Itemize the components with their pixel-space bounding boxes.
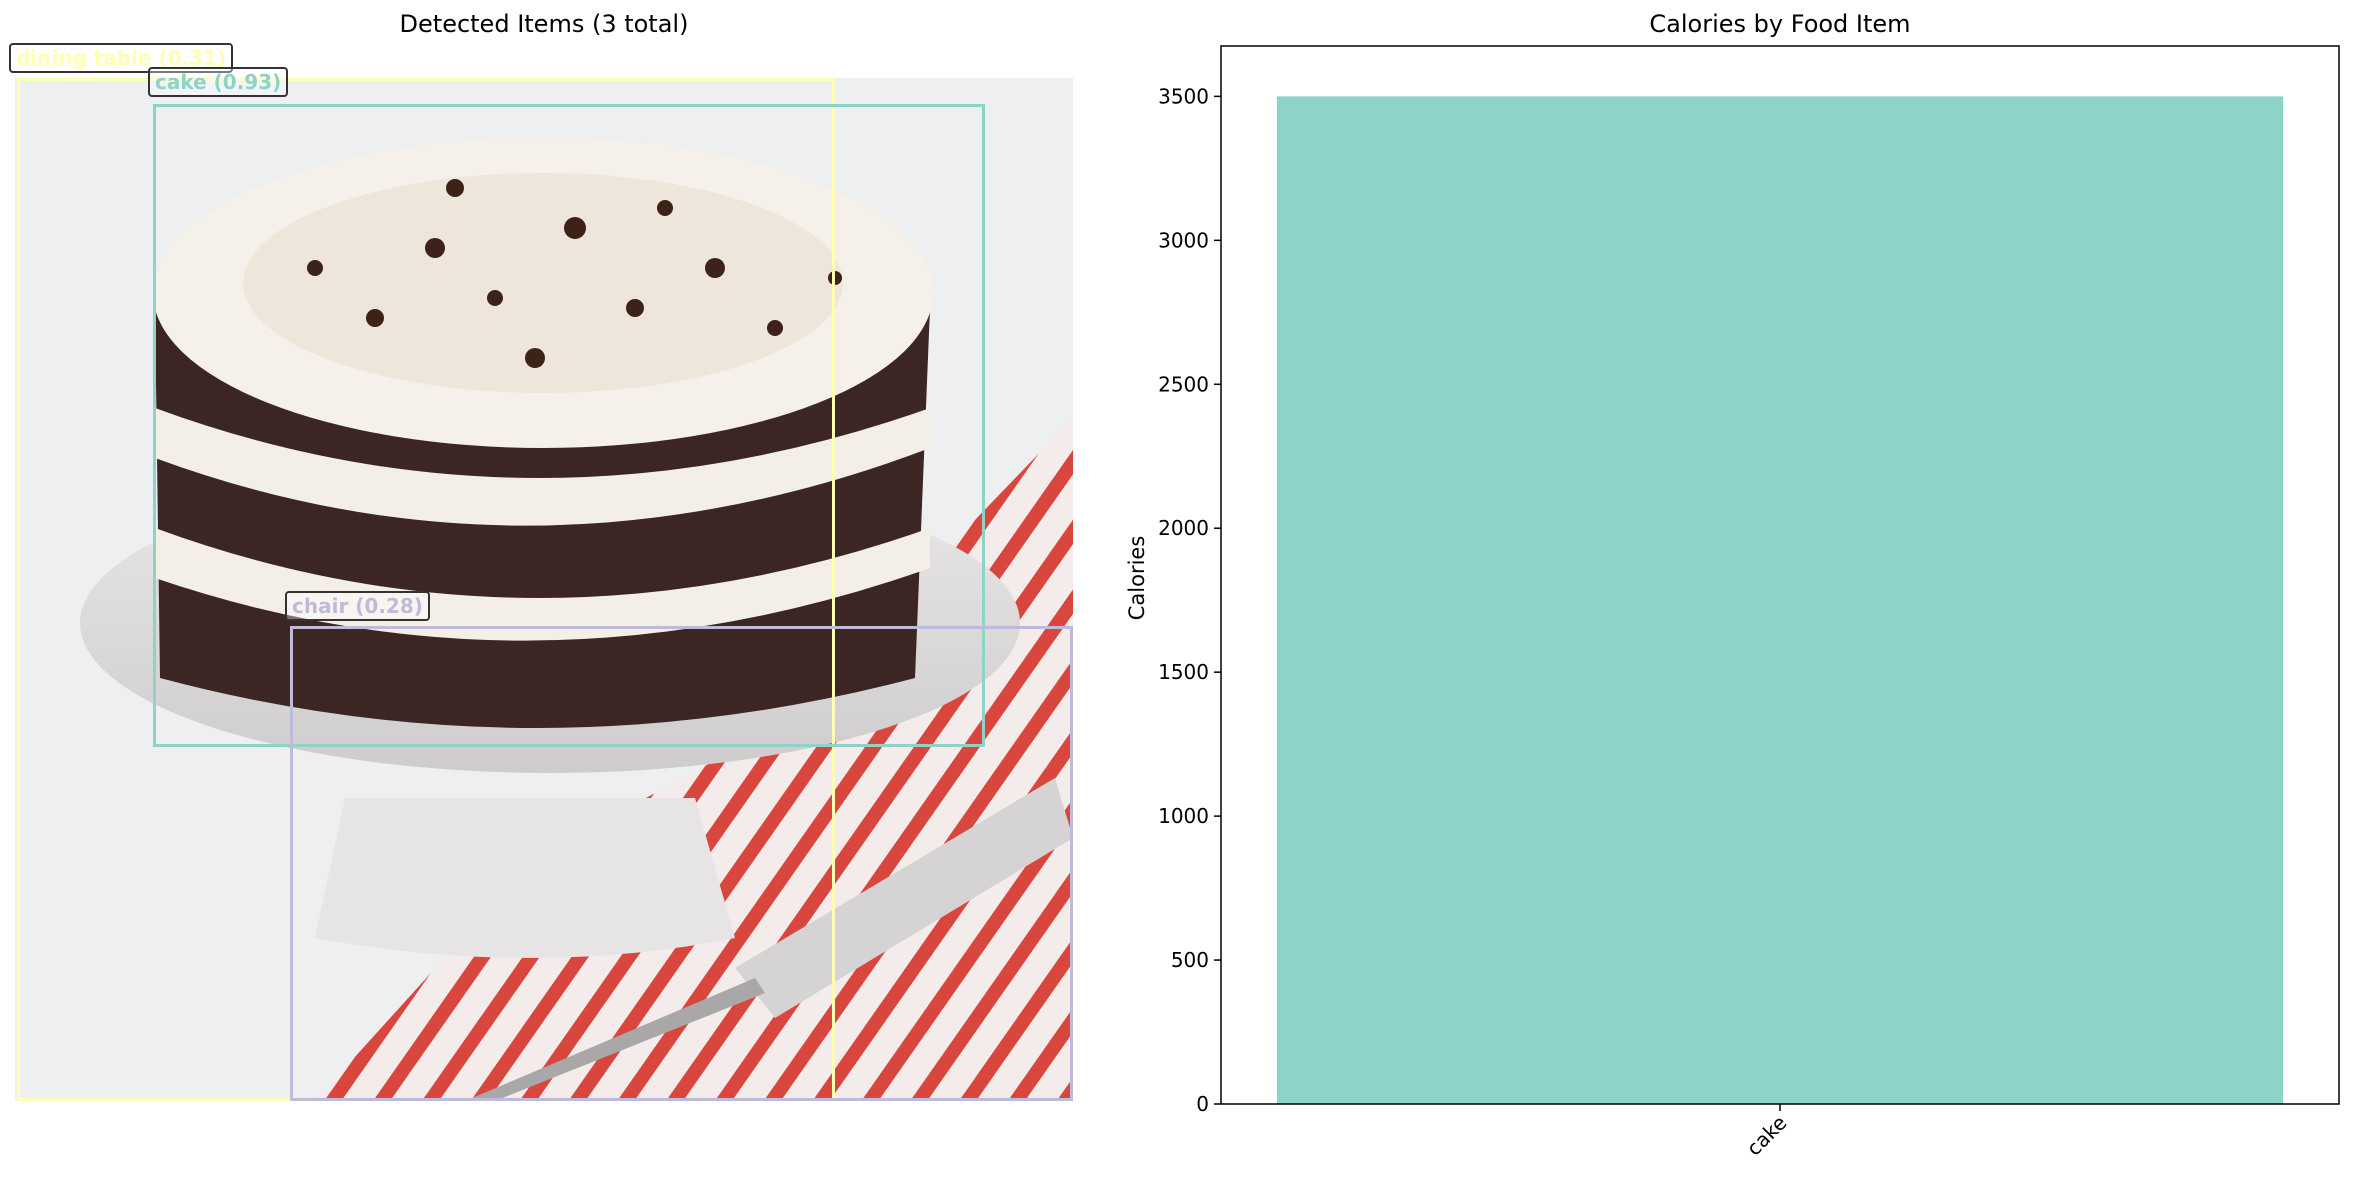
cake-label: cake (0.93) [148,67,289,97]
axes-frame [1220,45,2340,1105]
cake-bbox [153,104,985,747]
detected-items-title: Detected Items (3 total) [399,10,689,38]
y-tick-label-1500: 1500 [1158,660,1209,684]
x-tick-label-cake: cake [1742,1111,1792,1161]
y-tick-label-2000: 2000 [1158,516,1209,540]
cake-photo-illustration [15,78,1073,1101]
y-tick-label-3000: 3000 [1158,228,1209,252]
chair-label: chair (0.28) [285,591,430,621]
chair-bbox [290,626,1073,1101]
y-tick-label-3500: 3500 [1158,84,1209,108]
cake-server [735,778,1073,1018]
y-tick-label-500: 500 [1171,948,1209,972]
food-photo [15,78,1073,1101]
chart-title: Calories by Food Item [1649,10,1911,38]
y-tick-label-0: 0 [1196,1092,1209,1116]
bar-cake [1276,96,2284,1104]
y-axis-label: Calories [1125,536,1149,621]
y-tick-label-1000: 1000 [1158,804,1209,828]
y-tick-label-2500: 2500 [1158,372,1209,396]
